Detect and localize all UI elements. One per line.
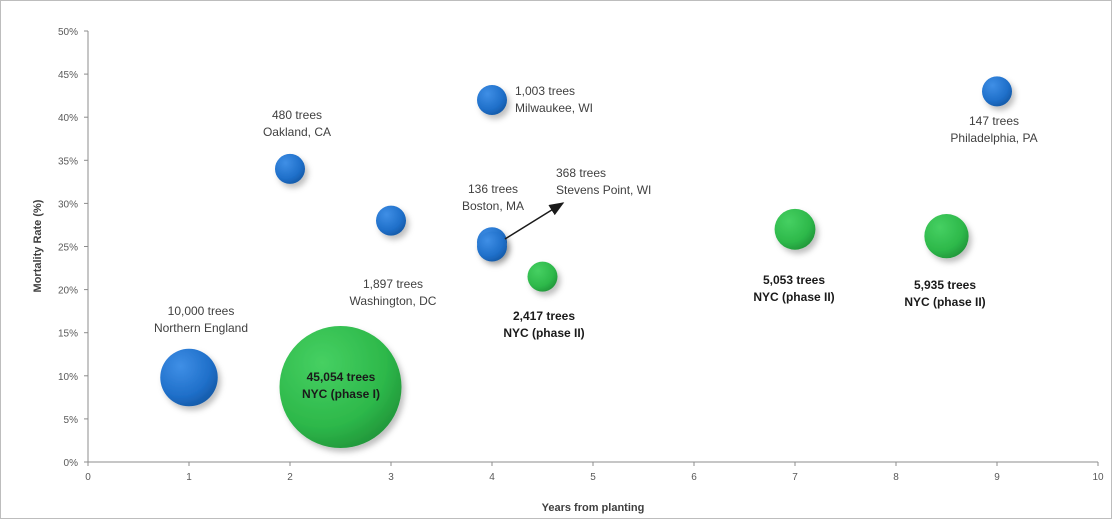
bubble-label: Philadelphia, PA [950,131,1037,145]
x-ticks: 0 1 2 3 4 5 6 7 8 9 10 [85,462,1104,483]
x-tick-label: 10 [1092,472,1104,483]
bubble-label: 2,417 trees [513,309,575,323]
x-tick-label: 7 [792,472,798,483]
bubble-city [982,76,1012,107]
bubble-label: NYC (phase II) [904,295,985,309]
x-tick-label: 2 [287,472,293,483]
y-tick-label: 50% [58,27,78,38]
bubble-labels: 10,000 trees Northern England 480 trees Oak… [154,84,1038,401]
bubble-city [275,153,305,184]
stevens-point-arrow [504,202,565,240]
bubble-nyc [527,261,558,292]
y-tick-label: 40% [58,113,78,124]
bubble-label: Oakland, CA [263,125,331,139]
x-tick-label: 8 [893,472,899,483]
bubble-city [376,205,406,236]
bubble-label: Milwaukee, WI [515,101,593,115]
x-tick-label: 5 [590,472,596,483]
bubble-label: Boston, MA [462,199,524,213]
bubble-label: 147 trees [969,114,1019,128]
bubble-label: Washington, DC [350,294,437,308]
y-tick-label: 35% [58,156,78,167]
bubble-label: 1,003 trees [515,84,575,98]
bubble-label: 368 trees [556,166,606,180]
bubble-label: NYC (phase I) [302,387,380,401]
bubble-label: 136 trees [468,182,518,196]
bubble-city [160,348,218,407]
bubble-label: Northern England [154,321,248,335]
y-axis-title: Mortality Rate (%) [32,199,44,292]
bubble-nyc [924,214,969,259]
bubble-city [477,84,507,115]
bubble-label: 5,935 trees [914,278,976,292]
bubble-nyc [279,326,402,449]
x-tick-label: 9 [994,472,1000,483]
x-tick-label: 0 [85,472,91,483]
bubble-city [477,231,507,262]
y-tick-label: 45% [58,70,78,81]
y-tick-label: 20% [58,286,78,297]
y-tick-label: 10% [58,372,78,383]
axes: 0 1 2 3 4 5 6 7 8 9 10 0% 5% 10% 15% 20% 25% 30% 35% 40% 45… [58,27,1104,483]
y-tick-label: 15% [58,329,78,340]
y-tick-label: 5% [64,415,79,426]
bubble-label: 5,053 trees [763,273,825,287]
x-axis-title: Years from planting [542,502,645,514]
y-ticks: 0% 5% 10% 15% 20% 25% 30% 35% 40% 45% 50% [58,27,88,469]
bubble-label: NYC (phase II) [753,290,834,304]
y-tick-label: 30% [58,199,78,210]
x-tick-label: 4 [489,472,495,483]
bubble-label: NYC (phase II) [503,326,584,340]
bubbles [160,76,1012,449]
y-tick-label: 25% [58,243,78,254]
x-tick-label: 1 [186,472,192,483]
bubble-label: Stevens Point, WI [556,183,651,197]
bubble-label: 45,054 trees [307,370,376,384]
x-tick-label: 3 [388,472,394,483]
bubble-label: 480 trees [272,108,322,122]
bubble-nyc [774,208,816,250]
x-tick-label: 6 [691,472,697,483]
bubble-label: 1,897 trees [363,277,423,291]
bubble-label: 10,000 trees [168,304,235,318]
y-tick-label: 0% [64,458,79,469]
